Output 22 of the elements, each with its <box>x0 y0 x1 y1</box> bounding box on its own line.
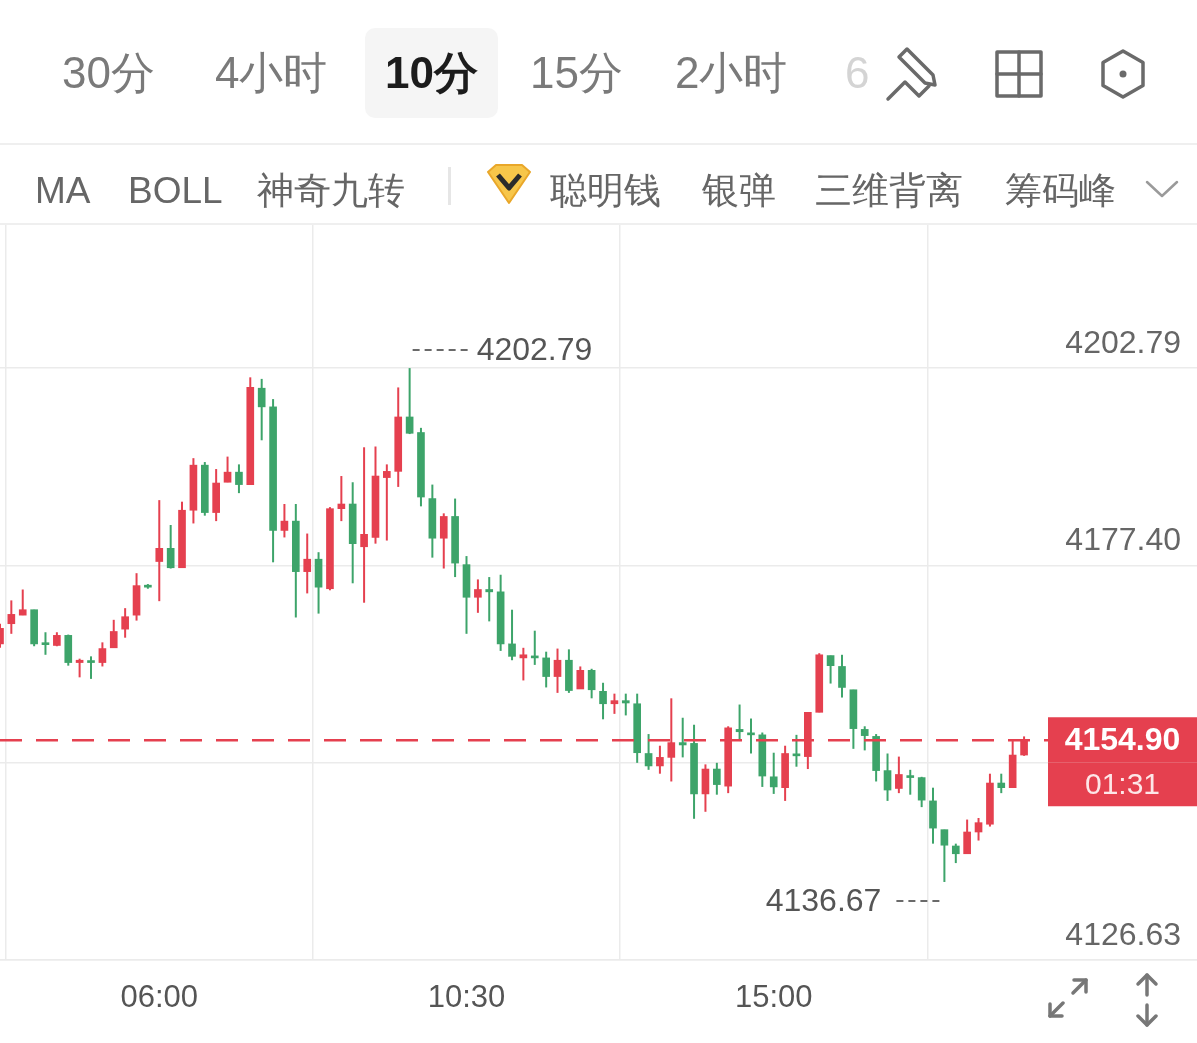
text: 三维背离 <box>815 169 963 211</box>
y-tick-label: 4202.79 <box>1065 323 1181 360</box>
text: 10分 <box>385 48 478 97</box>
text: BOLL <box>128 169 223 211</box>
x-tick-label: 15:00 <box>734 979 813 1015</box>
annotation: 01:31 <box>1084 766 1161 800</box>
text: 银弹 <box>702 169 776 211</box>
annotation: 4202.79 <box>476 330 593 367</box>
ref-line-label: 4154.90 <box>1064 721 1181 758</box>
text: 4小时 <box>215 48 328 97</box>
y-tick-label: 4177.40 <box>1065 521 1181 558</box>
y-tick-label: 4126.63 <box>1065 915 1181 952</box>
text: 15分 <box>530 48 623 97</box>
x-tick-label: 10:30 <box>427 979 506 1015</box>
text: 2小时 <box>675 48 788 97</box>
text: 聪明钱 <box>550 169 661 211</box>
text: 神奇九转 <box>257 169 405 211</box>
x-tick-label: 06:00 <box>120 979 199 1015</box>
text: 筹码峰 <box>1005 169 1116 211</box>
text: 30分 <box>62 48 155 97</box>
text: MA <box>35 169 91 211</box>
annotation: 4136.67 <box>765 881 882 918</box>
